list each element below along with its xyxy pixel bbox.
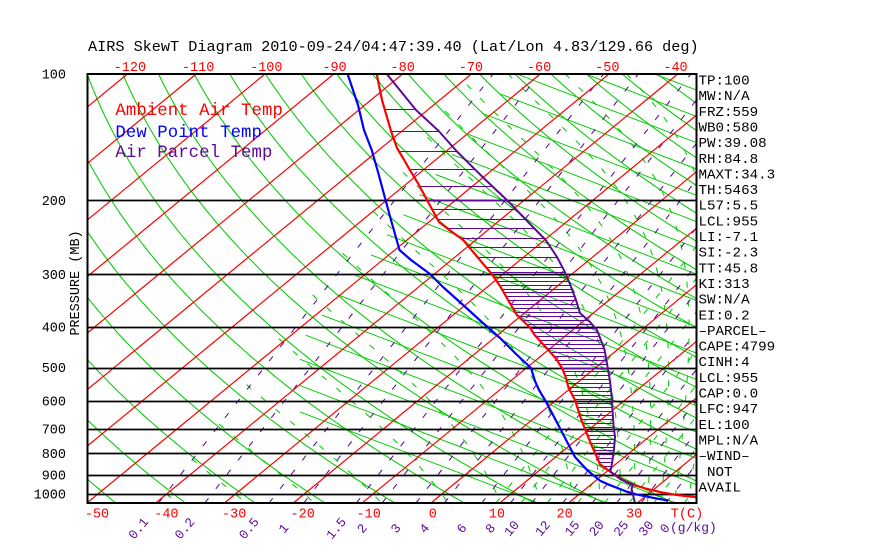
svg-text:Air Parcel Temp: Air Parcel Temp — [115, 144, 272, 163]
svg-text:PW:39.08: PW:39.08 — [699, 136, 767, 152]
svg-text:LFC:947: LFC:947 — [699, 402, 759, 418]
svg-text:–PARCEL–: –PARCEL– — [699, 324, 767, 340]
svg-text:AVAIL: AVAIL — [699, 480, 742, 496]
svg-text:1000: 1000 — [34, 489, 66, 504]
svg-text:MAXT:34.3: MAXT:34.3 — [699, 167, 776, 183]
svg-text:600: 600 — [42, 395, 66, 410]
svg-text:-80: -80 — [391, 61, 415, 76]
svg-text:-30: -30 — [222, 508, 246, 523]
svg-text:200: 200 — [42, 195, 66, 210]
svg-text:400: 400 — [42, 321, 66, 336]
svg-text:Ambient Air Temp: Ambient Air Temp — [115, 102, 283, 121]
svg-text:-10: -10 — [357, 508, 381, 523]
svg-text:EL:100: EL:100 — [699, 418, 750, 434]
svg-text:CAP:0.0: CAP:0.0 — [699, 387, 759, 403]
svg-text:LCL:955: LCL:955 — [699, 214, 759, 230]
svg-text:PRESSURE (MB): PRESSURE (MB) — [69, 230, 84, 335]
svg-text:TH:5463: TH:5463 — [699, 183, 759, 199]
svg-text:T(C): T(C) — [671, 508, 703, 523]
svg-text:CINH:4: CINH:4 — [699, 355, 750, 371]
svg-text:10: 10 — [489, 508, 505, 523]
svg-text:-70: -70 — [459, 61, 483, 76]
svg-text:TP:100: TP:100 — [699, 74, 750, 90]
svg-text:MPL:N/A: MPL:N/A — [699, 433, 759, 449]
svg-text:WB0:580: WB0:580 — [699, 120, 759, 136]
svg-text:L57:5.5: L57:5.5 — [699, 199, 759, 215]
svg-text:-40: -40 — [663, 61, 687, 76]
svg-text:KI:313: KI:313 — [699, 277, 750, 293]
svg-text:-40: -40 — [154, 508, 178, 523]
svg-text:300: 300 — [42, 269, 66, 284]
svg-text:700: 700 — [42, 424, 66, 439]
svg-text:TT:45.8: TT:45.8 — [699, 261, 759, 277]
svg-text:(g/kg): (g/kg) — [670, 521, 717, 536]
svg-text:RH:84.8: RH:84.8 — [699, 152, 759, 168]
svg-text:-60: -60 — [527, 61, 551, 76]
svg-text:-100: -100 — [250, 61, 282, 76]
svg-text:EI:0.2: EI:0.2 — [699, 308, 750, 324]
svg-text:NOT: NOT — [699, 465, 733, 481]
svg-text:Dew Point Temp: Dew Point Temp — [115, 124, 262, 143]
svg-text:LCL:955: LCL:955 — [699, 371, 759, 387]
svg-text:MW:N/A: MW:N/A — [699, 89, 751, 105]
svg-text:-90: -90 — [322, 61, 346, 76]
svg-text:LI:-7.1: LI:-7.1 — [699, 230, 759, 246]
svg-text:-20: -20 — [291, 508, 315, 523]
svg-text:-110: -110 — [182, 61, 214, 76]
svg-text:AIRS SkewT Diagram 2010-09-24/: AIRS SkewT Diagram 2010-09-24/04:47:39.4… — [88, 38, 699, 56]
svg-text:20: 20 — [556, 508, 572, 523]
svg-text:500: 500 — [42, 362, 66, 377]
svg-text:FRZ:559: FRZ:559 — [699, 105, 759, 121]
svg-text:–WIND–: –WIND– — [699, 449, 750, 465]
svg-text:30: 30 — [626, 508, 642, 523]
svg-text:100: 100 — [42, 69, 66, 84]
svg-text:-50: -50 — [595, 61, 619, 76]
svg-text:900: 900 — [42, 469, 66, 484]
svg-text:800: 800 — [42, 448, 66, 463]
svg-text:-120: -120 — [114, 61, 146, 76]
svg-text:CAPE:4799: CAPE:4799 — [699, 340, 776, 356]
svg-text:-50: -50 — [85, 508, 109, 523]
svg-text:SI:-2.3: SI:-2.3 — [699, 246, 759, 262]
svg-text:SW:N/A: SW:N/A — [699, 293, 751, 309]
svg-text:0: 0 — [429, 508, 437, 523]
